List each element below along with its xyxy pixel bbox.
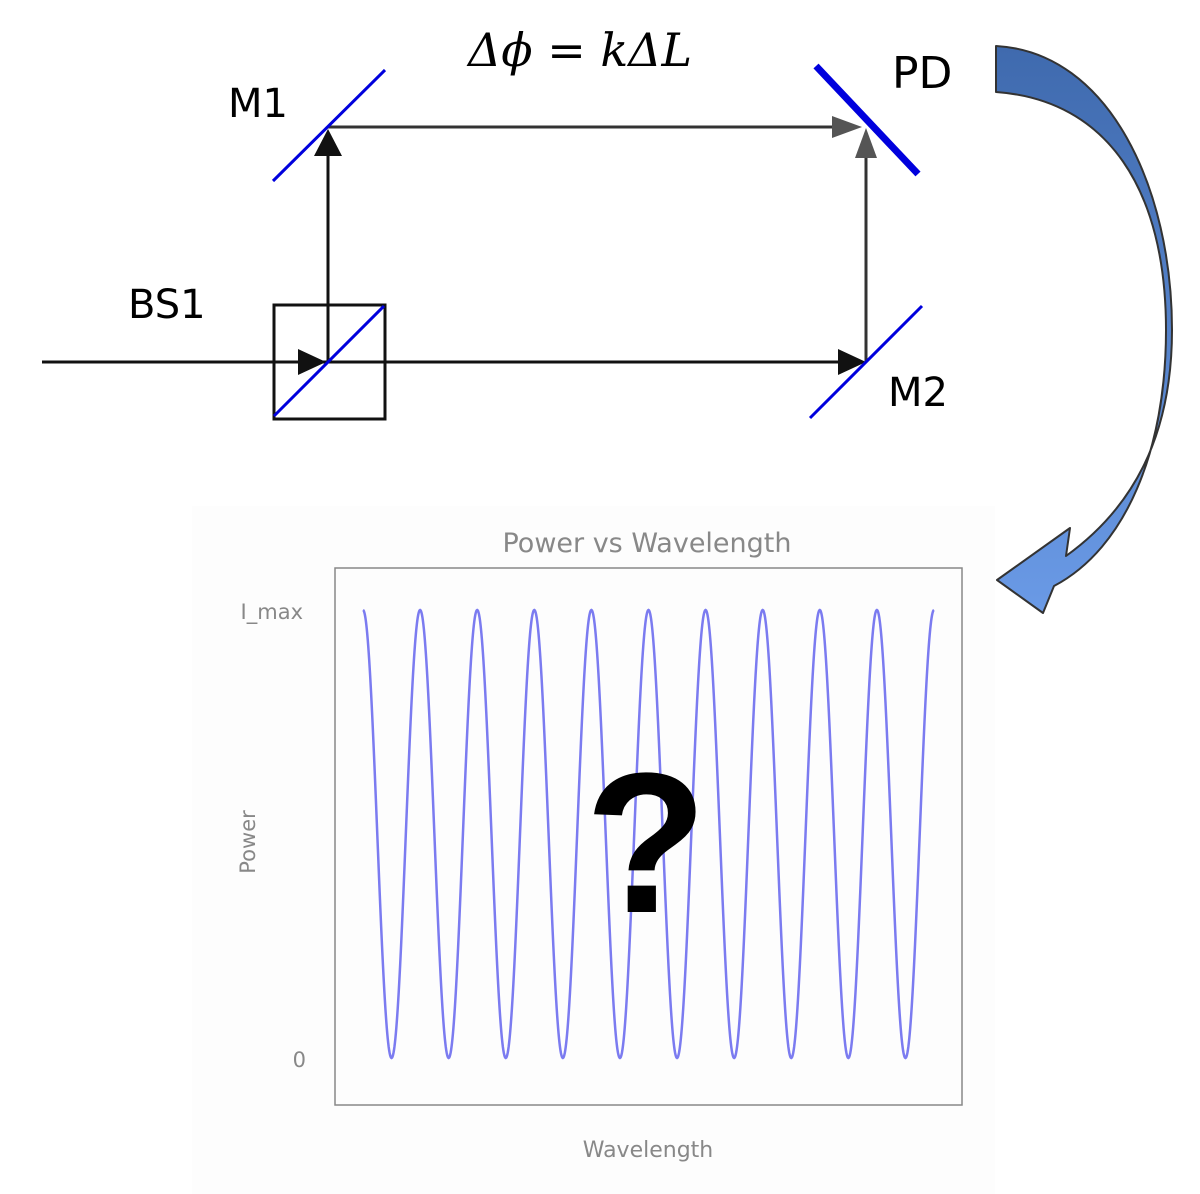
label-bs1: BS1: [128, 282, 206, 328]
mirror-m2: [808, 304, 924, 420]
arrowhead-bs1: [298, 349, 326, 375]
plot-frame: [334, 567, 963, 1106]
power-plot: Power vs Wavelength I_max 0 Power Wavele…: [192, 506, 995, 1194]
label-m2: M2: [888, 370, 948, 416]
mirror-m1: [271, 68, 387, 183]
curved-arrow-icon: [995, 45, 1173, 614]
photodetector: [813, 63, 921, 177]
bs1-cube: [272, 303, 387, 421]
arrowhead-m2: [838, 349, 866, 375]
arrowhead-pd-vertical: [855, 128, 877, 158]
bs1-splitter-surface: [272, 304, 386, 418]
plot-title: Power vs Wavelength: [502, 528, 791, 559]
arrowhead-m1: [314, 129, 342, 156]
ytick-imax: I_max: [241, 600, 303, 625]
x-axis-label: Wavelength: [583, 1138, 714, 1163]
phase-formula: Δϕ = kΔL: [466, 23, 692, 77]
ytick-zero: 0: [293, 1048, 306, 1072]
label-pd: PD: [892, 48, 952, 99]
power-curve: [362, 608, 935, 1060]
question-mark: ?: [585, 732, 707, 955]
arrowhead-pd-horizontal: [832, 116, 862, 138]
interferometer-diagram: M1 BS1 M2 PD Δϕ = kΔL: [42, 23, 952, 421]
y-axis-label: Power: [236, 810, 260, 874]
label-m1: M1: [228, 81, 288, 127]
